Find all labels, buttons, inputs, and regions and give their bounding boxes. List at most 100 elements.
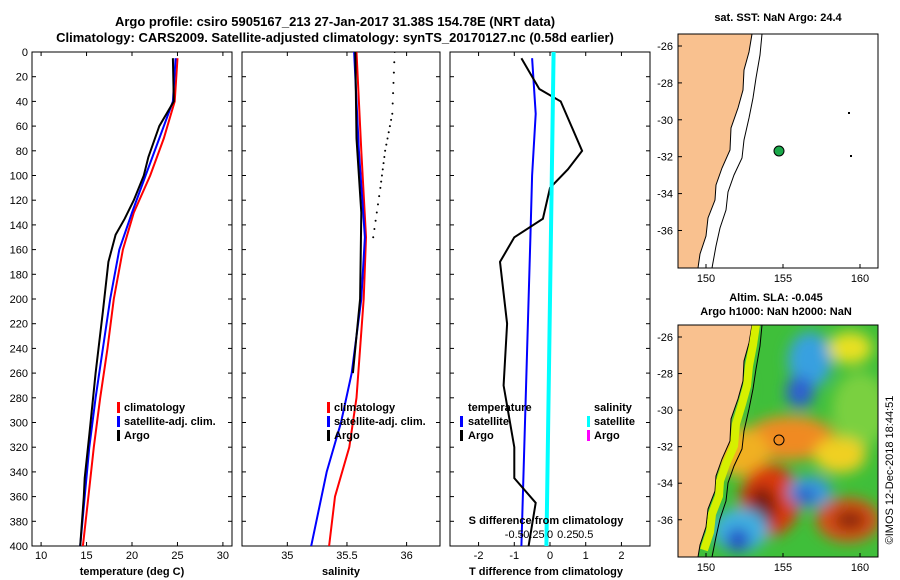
depth-tick-label: 40 <box>16 96 28 108</box>
x-tick-label: 20 <box>126 550 138 562</box>
depth-tick-label: 160 <box>10 245 28 257</box>
argo-dotted-point <box>378 195 381 198</box>
s-diff-tick-label: -0.25 <box>520 529 545 541</box>
argo-dotted-point <box>385 143 388 146</box>
argo-dotted-point <box>390 118 393 121</box>
argo-dotted-point <box>387 131 390 134</box>
argo-dotted-point <box>384 149 387 152</box>
depth-tick-label: 20 <box>16 72 28 84</box>
legend-satellite: satellite-adj. clim. <box>334 416 426 428</box>
x-tick-label: 0 <box>547 550 553 562</box>
argo-dotted-point <box>383 155 386 158</box>
map-lat-label: -30 <box>657 115 673 127</box>
argo-dotted-point <box>380 180 383 183</box>
argo-dotted-point <box>386 137 389 140</box>
argo-dotted-point <box>375 211 378 214</box>
x-tick-label: 35.5 <box>336 550 357 562</box>
series-line-salinity-satellite <box>544 52 556 546</box>
map-lat-label: -26 <box>657 41 673 53</box>
difference-xlabel: T difference from climatology <box>469 566 624 578</box>
x-axes: 10 15 20 25 30 35 35.5 36 -2 -1 0 1 2 -0.5-0.25 0 0.25 0… <box>35 52 624 562</box>
salinity-legend: climatology satellite-adj. clim. Argo <box>327 402 426 442</box>
argo-dotted-point <box>379 186 382 189</box>
legend-swatch-argo <box>117 430 120 441</box>
legend-swatch-s-satellite <box>587 416 590 427</box>
map-lat-label: -32 <box>657 152 673 164</box>
coastal-band <box>700 325 760 552</box>
legend-title-salinity: salinity <box>594 402 633 414</box>
depth-tick-label: 140 <box>10 220 28 232</box>
depth-tick-label: 220 <box>10 319 28 331</box>
x-tick-label: 10 <box>35 550 47 562</box>
map-lat-label: -34 <box>657 478 673 490</box>
map-tick-labels: -26 -28 -30 -32 -34 -36 150 155 160 -26 -28 -30 -32 -… <box>657 41 869 574</box>
legend-swatch-t-satellite <box>460 416 463 427</box>
map-lon-label: 155 <box>774 562 792 574</box>
argo-dotted-point <box>393 52 396 53</box>
map-lat-label: -28 <box>657 78 673 90</box>
shelf-contour <box>711 34 763 268</box>
map-lat-label: -28 <box>657 369 673 381</box>
series-line-argo <box>351 52 363 374</box>
legend-title-temperature: temperature <box>468 402 532 414</box>
legend-t-satellite: satellite <box>468 416 509 428</box>
argo-dotted-point <box>372 236 375 239</box>
legend-swatch-satellite <box>327 416 330 427</box>
x-tick-label: 15 <box>80 550 92 562</box>
x-tick-label: 30 <box>217 550 229 562</box>
x-tick-label: 35 <box>281 550 293 562</box>
difference-plot <box>498 52 584 546</box>
map-lat-label: -36 <box>657 515 673 527</box>
depth-axis: 0 20 40 60 80 100 120 140 160 180 200 220 240 260 280 3… <box>10 47 650 553</box>
argo-location-marker <box>773 145 785 157</box>
map-lat-label: -26 <box>657 332 673 344</box>
map-sst-frame <box>677 33 879 269</box>
map-lon-label: 155 <box>774 273 792 285</box>
argo-dotted-point <box>382 162 385 165</box>
series-line-temperature-argo <box>498 57 584 546</box>
map-lon-label: 160 <box>851 562 869 574</box>
map-lon-label: 150 <box>697 273 715 285</box>
argo-dotted-point <box>391 102 394 105</box>
argo-dotted-point <box>388 125 391 128</box>
temperature-legend: climatology satellite-adj. clim. Argo <box>117 402 216 442</box>
series-line-argo <box>79 58 175 546</box>
depth-tick-label: 360 <box>10 492 28 504</box>
legend-swatch-satellite <box>117 416 120 427</box>
depth-tick-label: 100 <box>10 171 28 183</box>
shelf-contour-2 <box>711 325 763 557</box>
argo-location-marker-2 <box>773 434 785 446</box>
map-lat-label: -32 <box>657 442 673 454</box>
depth-tick-label: 400 <box>10 541 28 553</box>
legend-climatology: climatology <box>124 402 186 414</box>
legend-s-satellite: satellite <box>594 416 635 428</box>
legend-climatology: climatology <box>334 402 396 414</box>
depth-tick-label: 0 <box>22 47 28 59</box>
map-sla-title-1: Altim. SLA: -0.045 <box>729 292 823 304</box>
legend-s-argo: Argo <box>594 430 620 442</box>
series-line-satellite-adj-clim- <box>79 58 177 546</box>
legend-t-argo: Argo <box>468 430 494 442</box>
depth-tick-label: 300 <box>10 418 28 430</box>
s-diff-tick-label: 0.5 <box>578 529 593 541</box>
map-lat-label: -36 <box>657 225 673 237</box>
legend-swatch-t-argo <box>460 430 463 441</box>
depth-tick-label: 260 <box>10 368 28 380</box>
map-sst <box>678 34 878 268</box>
x-tick-label: 36 <box>400 550 412 562</box>
series-line-climatology <box>81 58 179 546</box>
argo-dotted-point <box>392 81 395 84</box>
temperature-panel <box>31 51 233 547</box>
x-tick-label: 25 <box>171 550 183 562</box>
title-line-1: Argo profile: csiro 5905167_213 27-Jan-2… <box>115 14 555 29</box>
legend-swatch-s-argo <box>587 430 590 441</box>
map-lat-label: -34 <box>657 189 673 201</box>
title-line-2: Climatology: CARS2009. Satellite-adjuste… <box>56 30 614 45</box>
depth-tick-label: 120 <box>10 195 28 207</box>
temperature-xlabel: temperature (deg C) <box>80 566 185 578</box>
temperature-plot <box>79 58 179 546</box>
x-tick-label: 1 <box>583 550 589 562</box>
map-sla-title-2: Argo h1000: NaN h2000: NaN <box>700 306 852 318</box>
salinity-xlabel: salinity <box>322 566 361 578</box>
